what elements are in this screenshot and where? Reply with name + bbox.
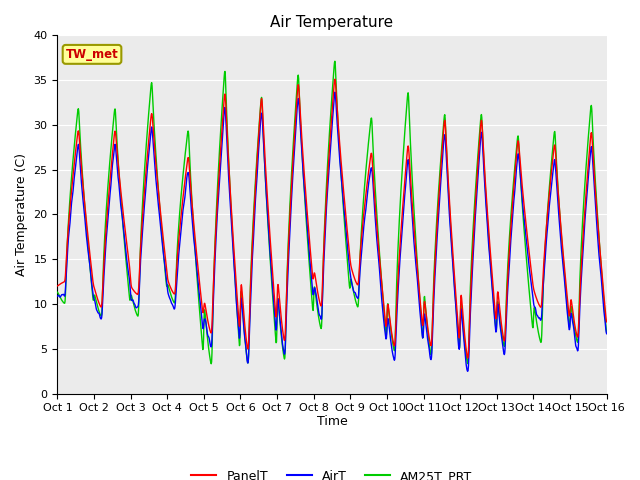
X-axis label: Time: Time	[317, 415, 348, 428]
Y-axis label: Air Temperature (C): Air Temperature (C)	[15, 153, 28, 276]
Text: TW_met: TW_met	[66, 48, 118, 61]
Legend: PanelT, AirT, AM25T_PRT: PanelT, AirT, AM25T_PRT	[186, 465, 477, 480]
Title: Air Temperature: Air Temperature	[271, 15, 394, 30]
